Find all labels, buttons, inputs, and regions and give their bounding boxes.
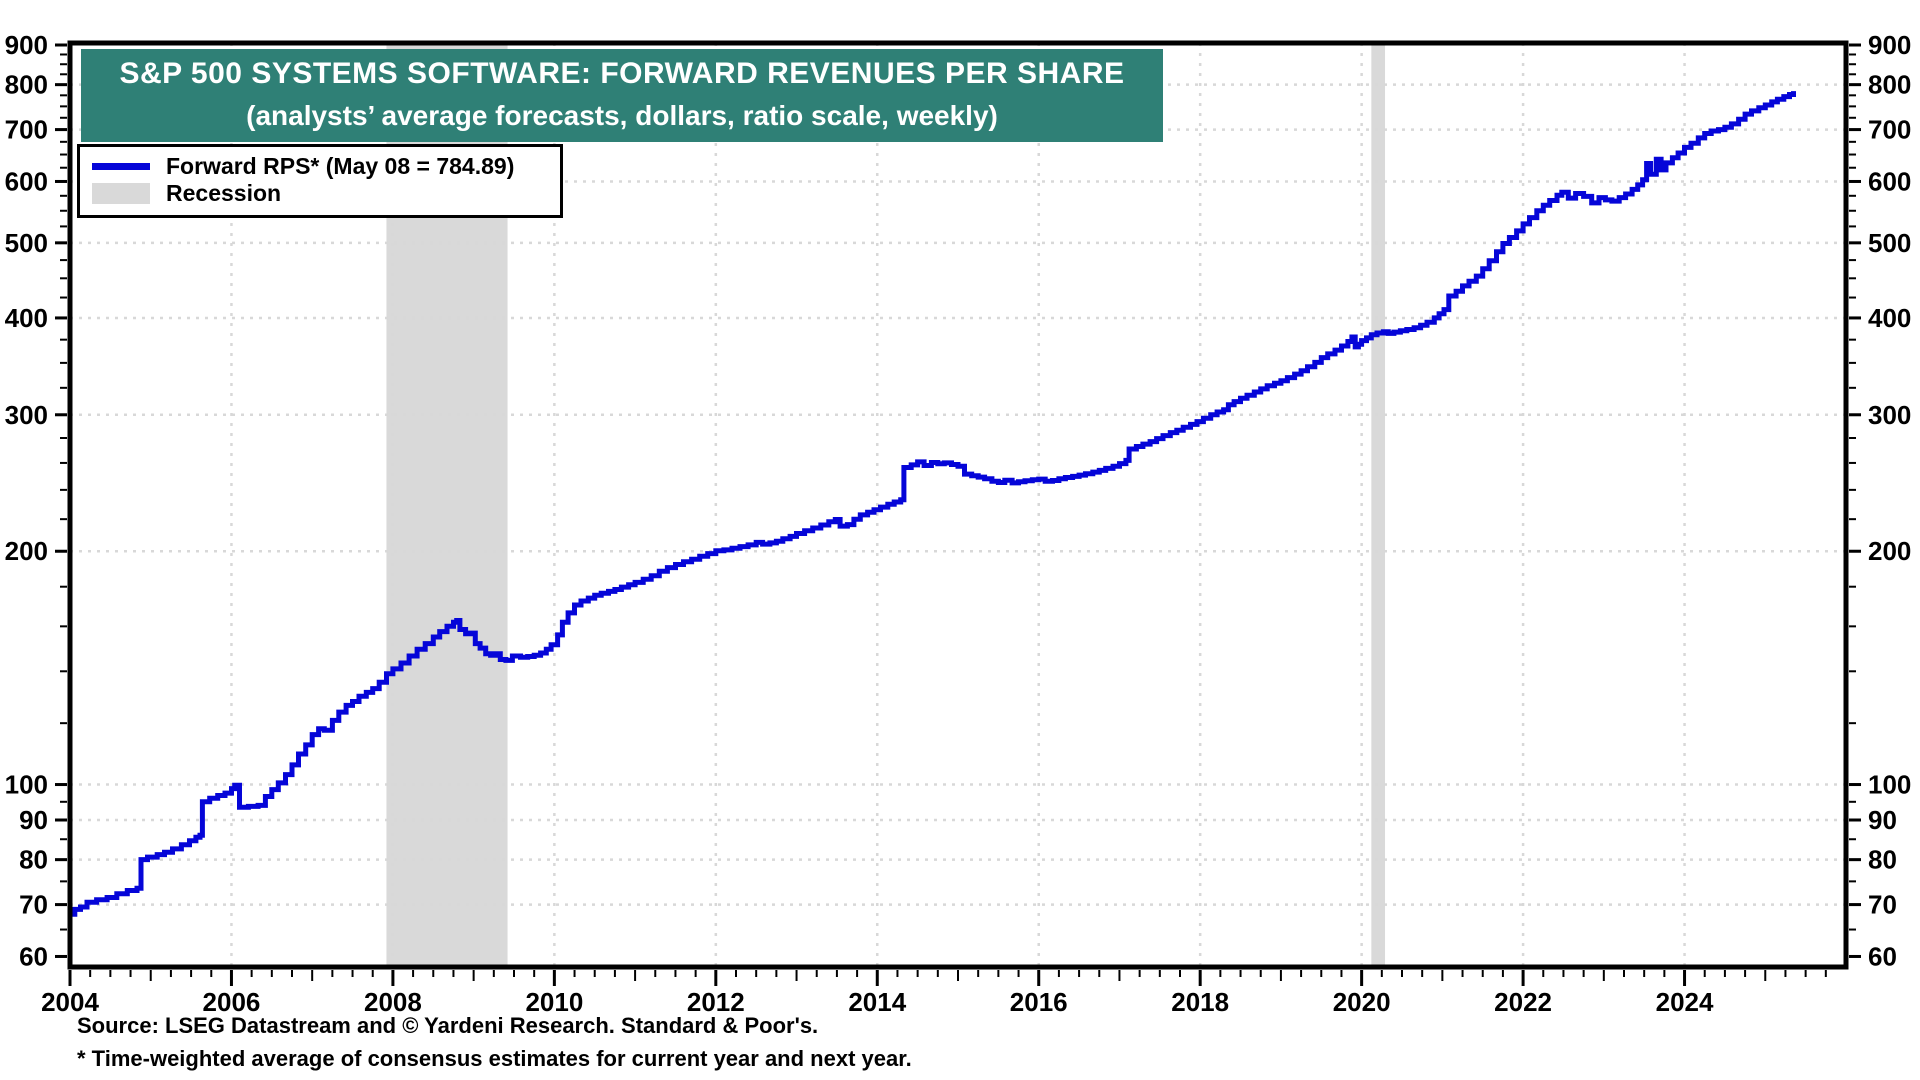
axis-tick-label: 200 [1868, 536, 1911, 566]
axis-tick-label: 2016 [1010, 987, 1068, 1017]
recession-band [1371, 43, 1386, 967]
legend-label-recession: Recession [166, 180, 282, 206]
legend-item-recession: Recession [92, 180, 550, 207]
axis-tick-label: 2024 [1656, 987, 1714, 1017]
axis-tick-label: 2020 [1333, 987, 1391, 1017]
series-line [70, 91, 1796, 917]
axis-tick-label: 80 [19, 845, 48, 875]
axis-tick-label: 600 [1868, 166, 1911, 196]
axis-tick-label: 2012 [687, 987, 745, 1017]
source-text: Source: LSEG Datastream and © Yardeni Re… [77, 1013, 819, 1038]
x-axis-labels: 2004 2006 2008 2010 2012 2014 2016 2018 2020 2022… [41, 987, 1714, 1017]
chart-title: S&P 500 SYSTEMS SOFTWARE: FORWARD REVENU… [119, 57, 1125, 90]
axis-tick-label: 2018 [1171, 987, 1229, 1017]
legend-item-forward-rps: Forward RPS* (May 08 = 784.89) [92, 153, 550, 180]
axis-tick-label: 60 [19, 941, 48, 971]
axis-tick-label: 2014 [848, 987, 906, 1017]
axis-tick-label: 500 [5, 228, 48, 258]
y-axis-labels: 900 900 800 800 700 700 600 600 500 500 400 400 300 3… [5, 30, 1912, 971]
axis-tick-label: 2004 [41, 987, 99, 1017]
axis-tick-label: 100 [1868, 770, 1911, 800]
legend: Forward RPS* (May 08 = 784.89) Recession [77, 144, 563, 218]
axis-tick-label: 500 [1868, 228, 1911, 258]
x-axis-ticks [68, 970, 1827, 986]
axis-tick-label: 400 [1868, 303, 1911, 333]
axis-tick-label: 300 [1868, 400, 1911, 430]
axis-tick-label: 2008 [364, 987, 422, 1017]
chart-title-banner: S&P 500 SYSTEMS SOFTWARE: FORWARD REVENU… [81, 49, 1163, 142]
axis-tick-label: 900 [5, 30, 48, 60]
axis-tick-label: 90 [1868, 805, 1897, 835]
axis-tick-label: 400 [5, 303, 48, 333]
axis-tick-label: 900 [1868, 30, 1911, 60]
axis-tick-label: 2010 [525, 987, 583, 1017]
axis-tick-label: 80 [1868, 845, 1897, 875]
axis-tick-label: 60 [1868, 941, 1897, 971]
axis-tick-label: 70 [1868, 890, 1897, 920]
axis-tick-label: 90 [19, 805, 48, 835]
axis-tick-label: 70 [19, 890, 48, 920]
axis-tick-label: 2006 [203, 987, 261, 1017]
axis-tick-label: 100 [5, 770, 48, 800]
axis-tick-label: 700 [1868, 115, 1911, 145]
axis-tick-label: 300 [5, 400, 48, 430]
forward-rps-series [70, 91, 1796, 917]
y-axis-ticks [55, 43, 1861, 958]
axis-tick-label: 600 [5, 166, 48, 196]
axis-tick-label: 700 [5, 115, 48, 145]
legend-label-forward-rps: Forward RPS* (May 08 = 784.89) [166, 153, 515, 179]
axis-tick-label: 800 [5, 70, 48, 100]
forward-rps-line-swatch [92, 163, 150, 170]
axis-tick-label: 200 [5, 536, 48, 566]
chart-subtitle: (analysts’ average forecasts, dollars, r… [246, 100, 998, 131]
axis-tick-label: 800 [1868, 70, 1911, 100]
plot-frame [67, 40, 1849, 970]
gridlines [70, 43, 1846, 967]
recession-box-swatch [92, 183, 150, 204]
footnote-text: * Time-weighted average of consensus est… [77, 1046, 912, 1071]
axis-tick-label: 2022 [1494, 987, 1552, 1017]
